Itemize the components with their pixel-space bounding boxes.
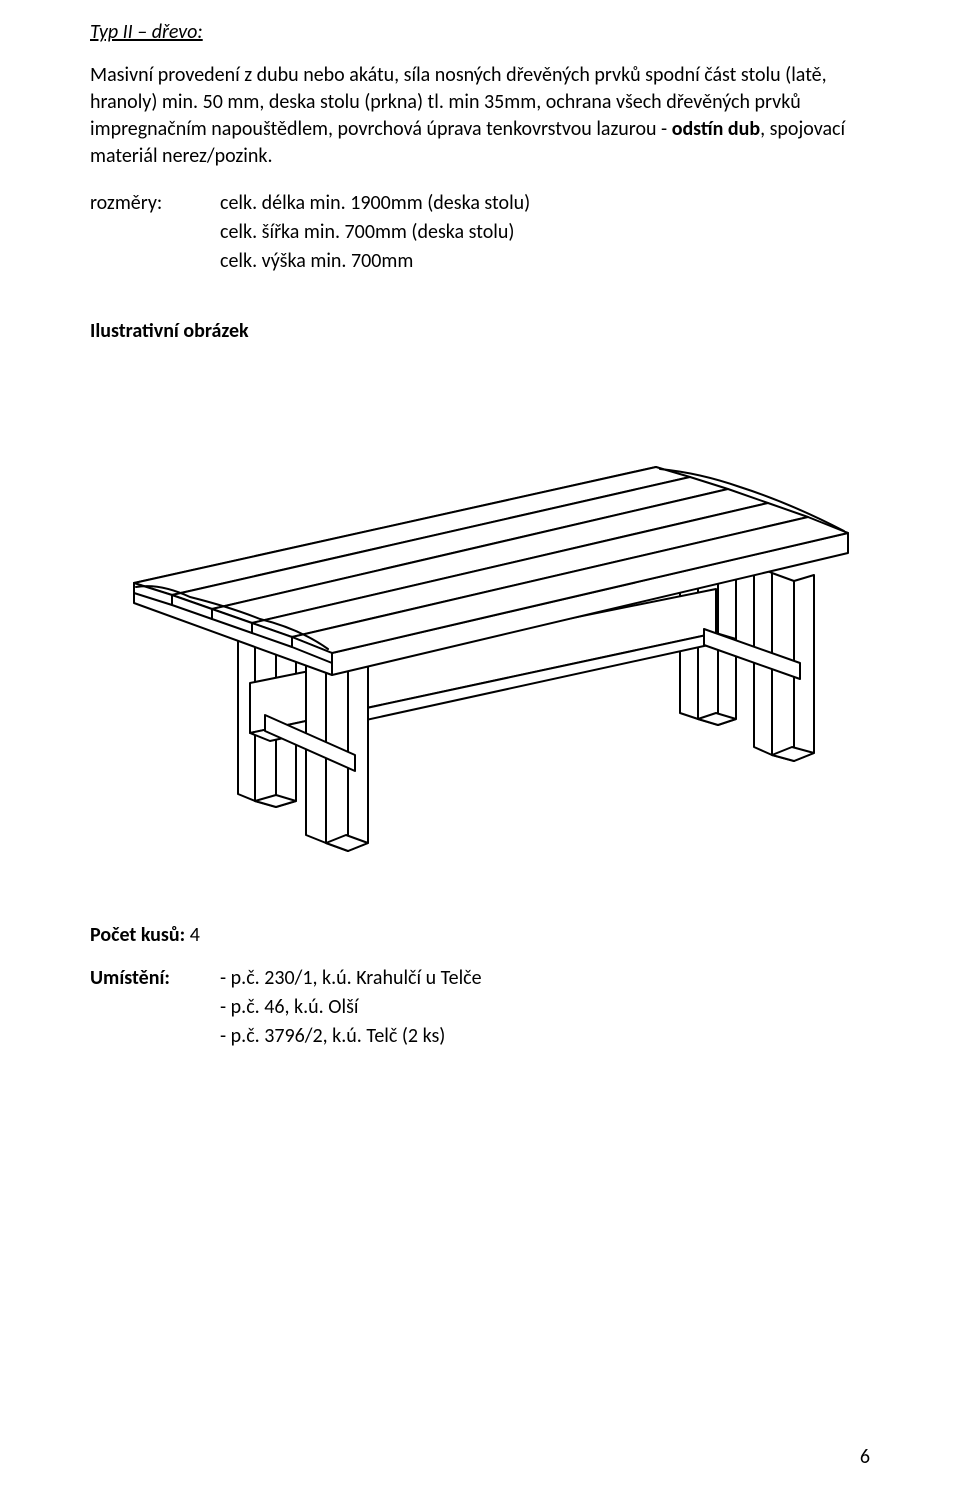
count-row: Počet kusů: 4 — [90, 923, 870, 947]
description-bold: odstín dub — [672, 117, 760, 141]
dimensions-values: celk. délka min. 1900mm (deska stolu) ce… — [220, 190, 870, 277]
dimension-line: celk. délka min. 1900mm (deska stolu) — [220, 190, 870, 217]
placement-row: Umístění: - p.č. 230/1, k.ú. Krahulčí u … — [90, 965, 870, 1052]
dimension-line: celk. výška min. 700mm — [220, 248, 870, 275]
illustration-label: Ilustrativní obrázek — [90, 319, 870, 343]
description-paragraph: Masivní provedení z dubu nebo akátu, síl… — [90, 62, 870, 170]
dimensions-row: rozměry: celk. délka min. 1900mm (deska … — [90, 190, 870, 277]
placement-line: - p.č. 46, k.ú. Olší — [220, 994, 870, 1021]
dimensions-label: rozměry: — [90, 190, 220, 277]
count-label: Počet kusů: — [90, 923, 185, 947]
page: Typ II – dřevo: Masivní provedení z dubu… — [0, 0, 960, 1499]
page-number: 6 — [860, 1445, 870, 1469]
count-value: 4 — [190, 923, 200, 947]
placement-line: - p.č. 230/1, k.ú. Krahulčí u Telče — [220, 965, 870, 992]
section-heading: Typ II – dřevo: — [90, 20, 870, 44]
placement-line: - p.č. 3796/2, k.ú. Telč (2 ks) — [220, 1023, 870, 1050]
table-illustration — [100, 383, 860, 863]
dimension-line: celk. šířka min. 700mm (deska stolu) — [220, 219, 870, 246]
placement-values: - p.č. 230/1, k.ú. Krahulčí u Telče - p.… — [220, 965, 870, 1052]
placement-label: Umístění: — [90, 965, 220, 1052]
